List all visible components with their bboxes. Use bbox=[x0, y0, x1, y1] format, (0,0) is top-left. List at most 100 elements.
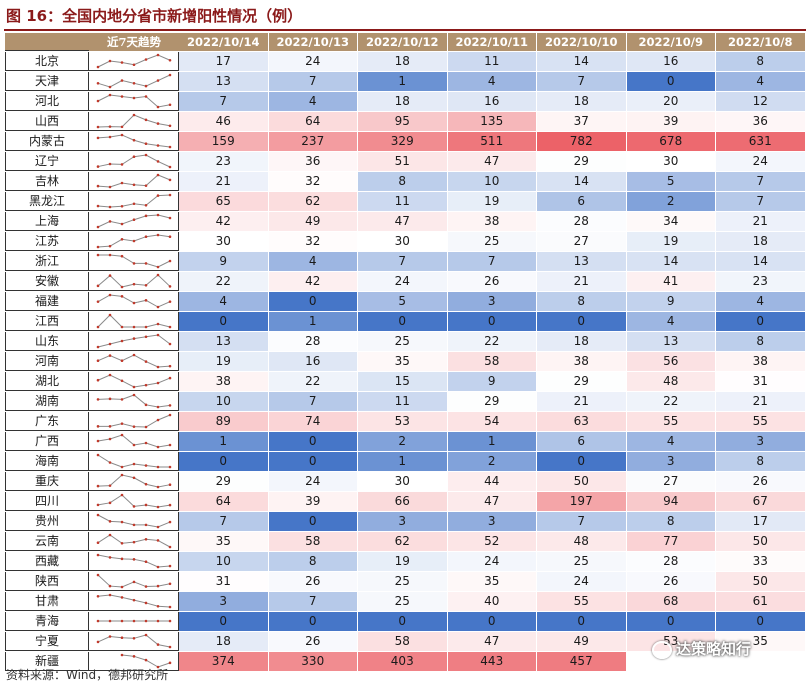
sparkline-line bbox=[97, 373, 170, 388]
source-note: 资料来源：Wind，德邦研究所 bbox=[6, 668, 169, 682]
sparkline-point bbox=[168, 376, 171, 379]
sparkline-point bbox=[120, 222, 123, 225]
sparkline-point bbox=[108, 437, 111, 440]
sparkline-chart bbox=[96, 53, 171, 68]
value-cell: 62 bbox=[268, 191, 358, 211]
table-header-row: 近7天趋势 2022/10/14 2022/10/13 2022/10/12 2022… bbox=[5, 33, 806, 52]
header-date-3: 2022/10/11 bbox=[448, 33, 537, 51]
value-cell: 7 bbox=[716, 191, 806, 211]
sparkline-cell bbox=[89, 511, 179, 531]
sparkline-point bbox=[168, 216, 171, 219]
value-cell: 67 bbox=[716, 491, 806, 511]
value-cell: 14 bbox=[716, 251, 806, 271]
sparkline-line bbox=[97, 313, 170, 327]
sparkline-point bbox=[168, 605, 171, 608]
value-cell: 21 bbox=[537, 271, 627, 291]
table-row: 北京 17 24 18 11 14 16 8 bbox=[5, 51, 806, 72]
sparkline-chart bbox=[96, 293, 171, 308]
sparkline-point bbox=[144, 325, 147, 328]
value-cell: 3 bbox=[447, 291, 537, 311]
sparkline-point bbox=[156, 322, 159, 325]
sparkline-chart bbox=[96, 593, 171, 608]
value-cell: 7 bbox=[358, 251, 448, 271]
sparkline-point bbox=[108, 219, 111, 223]
province-name: 新疆 bbox=[5, 651, 89, 671]
value-cell: 0 bbox=[268, 511, 358, 531]
sparkline-point bbox=[168, 482, 171, 486]
value-cell: 65 bbox=[179, 191, 269, 211]
sparkline-point bbox=[108, 373, 111, 376]
province-name: 云南 bbox=[5, 531, 89, 551]
value-cell: 63 bbox=[537, 411, 627, 431]
table-row: 山东 13 28 25 22 18 13 8 bbox=[5, 331, 806, 352]
sparkline-point bbox=[132, 424, 135, 428]
value-cell: 32 bbox=[268, 171, 358, 191]
sparkline-point bbox=[156, 265, 159, 268]
sparkline-point bbox=[168, 234, 171, 238]
sparkline-point bbox=[132, 182, 135, 186]
value-cell: 0 bbox=[537, 611, 627, 631]
sparkline-point bbox=[168, 564, 171, 567]
watermark-text: 达策略知行 bbox=[676, 640, 752, 658]
sparkline-point bbox=[156, 305, 159, 308]
province-name: 宁夏 bbox=[5, 631, 89, 651]
sparkline-line bbox=[97, 393, 170, 408]
sparkline-point bbox=[132, 443, 135, 446]
value-cell: 32 bbox=[268, 231, 358, 251]
sparkline-point bbox=[132, 282, 135, 285]
table-row: 广东 89 74 53 54 63 55 55 bbox=[5, 411, 806, 432]
value-cell: 10 bbox=[447, 171, 537, 191]
province-name: 海南 bbox=[5, 451, 89, 471]
sparkline-point bbox=[120, 133, 123, 136]
sparkline-point bbox=[144, 619, 147, 622]
value-cell: 4 bbox=[626, 311, 716, 331]
value-cell: 14 bbox=[537, 171, 627, 191]
sparkline-chart bbox=[96, 253, 171, 268]
sparkline-chart bbox=[96, 273, 171, 288]
value-cell: 40 bbox=[447, 591, 537, 611]
header-date-6: 2022/10/8 bbox=[716, 33, 806, 51]
value-cell: 0 bbox=[716, 611, 806, 631]
sparkline-point bbox=[156, 584, 159, 587]
sparkline-point bbox=[144, 523, 147, 526]
sparkline-point bbox=[132, 540, 135, 543]
value-cell: 26 bbox=[268, 571, 358, 591]
value-cell: 0 bbox=[626, 71, 716, 91]
sparkline-point bbox=[120, 94, 123, 98]
sparkline-point bbox=[108, 533, 111, 536]
value-cell: 29 bbox=[537, 371, 627, 391]
sparkline-point bbox=[96, 573, 99, 576]
sparkline-chart bbox=[96, 373, 171, 388]
sparkline-point bbox=[144, 503, 147, 506]
sparkline-chart bbox=[96, 353, 171, 368]
sparkline-point bbox=[168, 413, 171, 416]
sparkline-point bbox=[132, 336, 135, 340]
sparkline-chart bbox=[96, 173, 171, 188]
sparkline-point bbox=[168, 325, 171, 328]
sparkline-point bbox=[168, 342, 171, 345]
sparkline-point bbox=[132, 475, 135, 479]
sparkline-point bbox=[96, 503, 99, 506]
value-cell: 17 bbox=[179, 51, 269, 71]
value-cell: 631 bbox=[716, 131, 806, 151]
sparkline-chart bbox=[96, 433, 171, 448]
sparkline-cell bbox=[89, 391, 179, 411]
sparkline-point bbox=[132, 261, 135, 265]
sparkline-point bbox=[132, 619, 135, 622]
sparkline-point bbox=[96, 99, 99, 102]
sparkline-point bbox=[144, 658, 147, 661]
value-cell: 4 bbox=[626, 431, 716, 451]
value-cell: 4 bbox=[268, 251, 358, 271]
value-cell: 8 bbox=[358, 171, 448, 191]
sparkline-point bbox=[156, 53, 159, 56]
value-cell: 9 bbox=[179, 251, 269, 271]
sparkline-point bbox=[132, 385, 135, 388]
value-cell: 56 bbox=[626, 351, 716, 371]
sparkline-line bbox=[97, 554, 170, 568]
sparkline-point bbox=[144, 261, 147, 265]
table-row: 河南 19 16 35 58 38 56 38 bbox=[5, 351, 806, 372]
sparkline-point bbox=[156, 193, 159, 197]
value-cell: 64 bbox=[179, 491, 269, 511]
value-cell: 330 bbox=[268, 651, 358, 671]
value-cell: 8 bbox=[537, 291, 627, 311]
